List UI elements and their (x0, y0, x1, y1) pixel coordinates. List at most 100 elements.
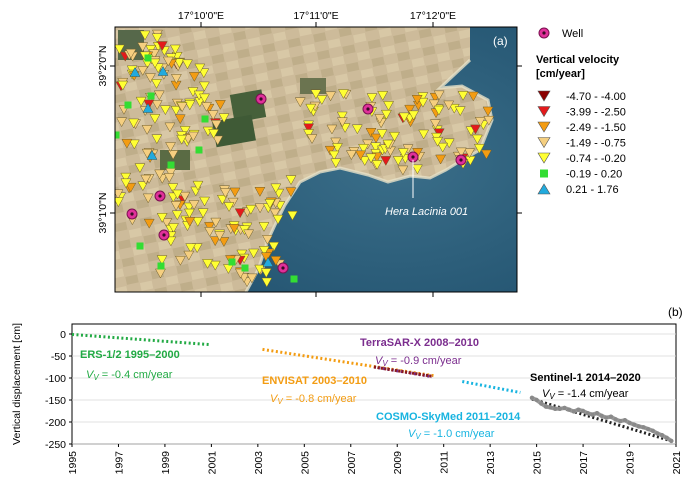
ps-marker (184, 208, 195, 219)
ps-marker (336, 117, 348, 128)
ps-marker (404, 104, 416, 115)
ps-marker (417, 97, 429, 108)
ps-marker (443, 100, 455, 111)
ps-marker (137, 42, 149, 53)
ps-marker (173, 58, 185, 69)
ps-marker (330, 137, 342, 148)
ps-marker (310, 89, 322, 100)
series-rate-cosmo: VV = -1.0 cm/year (408, 428, 495, 441)
ps-markers (115, 29, 495, 288)
ps-marker (243, 229, 255, 240)
ps-marker (287, 210, 298, 221)
ps-marker (143, 218, 155, 229)
ps-marker (120, 172, 132, 183)
legend-symbol-icon (537, 183, 551, 195)
y-tick-label: 0 (60, 329, 66, 341)
ps-marker (228, 224, 240, 234)
y-tick-label: -200 (45, 417, 66, 429)
ps-marker (258, 246, 270, 256)
ps-marker (184, 100, 196, 111)
ps-marker (167, 161, 175, 169)
ps-marker (370, 133, 382, 144)
ps-marker (261, 277, 273, 288)
x-tick-label: 2011 (439, 451, 451, 474)
ps-marker (285, 187, 297, 198)
ps-marker (137, 66, 149, 76)
ps-marker (171, 210, 183, 221)
ps-marker (168, 223, 179, 233)
ps-marker (437, 142, 449, 153)
ps-marker (185, 243, 197, 254)
ps-marker (264, 199, 276, 209)
ps-marker (473, 143, 485, 154)
ps-marker (272, 214, 284, 225)
ps-marker (169, 44, 181, 55)
well-center (281, 266, 285, 270)
ps-marker (481, 149, 492, 160)
ps-marker (324, 145, 336, 156)
ps-marker (411, 164, 423, 175)
series-rate-sentinel: VV = -1.4 cm/year (542, 388, 629, 401)
ps-marker (397, 148, 409, 159)
well-center (158, 194, 162, 198)
ps-marker (115, 197, 124, 208)
ps-marker (389, 131, 400, 142)
ps-marker (470, 124, 481, 135)
ps-marker (199, 93, 210, 104)
ps-marker (174, 255, 186, 266)
ps-marker (214, 231, 226, 242)
ps-marker (170, 74, 182, 84)
ps-marker (428, 99, 440, 110)
ps-marker (197, 208, 209, 219)
ps-marker (268, 241, 280, 252)
ps-marker (141, 148, 153, 159)
ps-marker (210, 217, 222, 228)
y-tick-label: -100 (45, 373, 66, 385)
ps-marker (147, 92, 155, 100)
well-center (259, 97, 263, 101)
ps-marker (222, 264, 234, 274)
ps-marker (234, 208, 246, 219)
ps-marker (483, 115, 495, 126)
y-tick-label: -150 (45, 395, 66, 407)
ps-marker (161, 218, 173, 228)
ps-marker (204, 222, 215, 232)
ps-marker (165, 236, 177, 247)
x-tick-label: 1997 (113, 451, 125, 475)
ps-marker (115, 189, 124, 200)
sentinel-point (604, 415, 609, 420)
ps-marker (125, 48, 137, 59)
ps-marker (129, 66, 141, 77)
ps-marker (245, 204, 257, 215)
lat-tick-label: 39°1'0"N (97, 193, 109, 234)
ps-marker (219, 188, 231, 199)
panel-b-label: (b) (668, 305, 683, 319)
ps-marker (149, 114, 161, 124)
lat-tick-label: 39°2'0"N (97, 46, 109, 87)
sentinel-point (613, 417, 618, 422)
ps-marker (188, 72, 200, 82)
ps-marker (164, 122, 176, 133)
ps-marker (392, 156, 404, 166)
ps-marker (157, 65, 169, 76)
x-tick-label: 2017 (578, 451, 590, 475)
x-tick-label: 1995 (67, 451, 79, 475)
ps-marker (326, 124, 338, 135)
ps-marker (248, 248, 260, 259)
y-axis-label: Vertical displacement [cm] (11, 323, 23, 445)
series-label-cosmo: COSMO-SkyMed 2011–2014 (376, 411, 521, 423)
ps-marker (331, 143, 343, 153)
sentinel-point (543, 404, 549, 409)
ps-marker (241, 264, 249, 272)
legend-symbol-icon (537, 121, 551, 133)
ps-marker (374, 114, 386, 124)
ps-marker (358, 143, 369, 154)
ps-marker (270, 183, 282, 194)
ps-marker (383, 101, 394, 111)
ps-marker (128, 139, 140, 150)
x-tick-label: 2021 (671, 451, 683, 475)
ps-marker (170, 105, 182, 116)
x-tick-label: 2005 (299, 451, 311, 475)
ps-marker (432, 136, 444, 147)
ps-marker (176, 134, 188, 145)
